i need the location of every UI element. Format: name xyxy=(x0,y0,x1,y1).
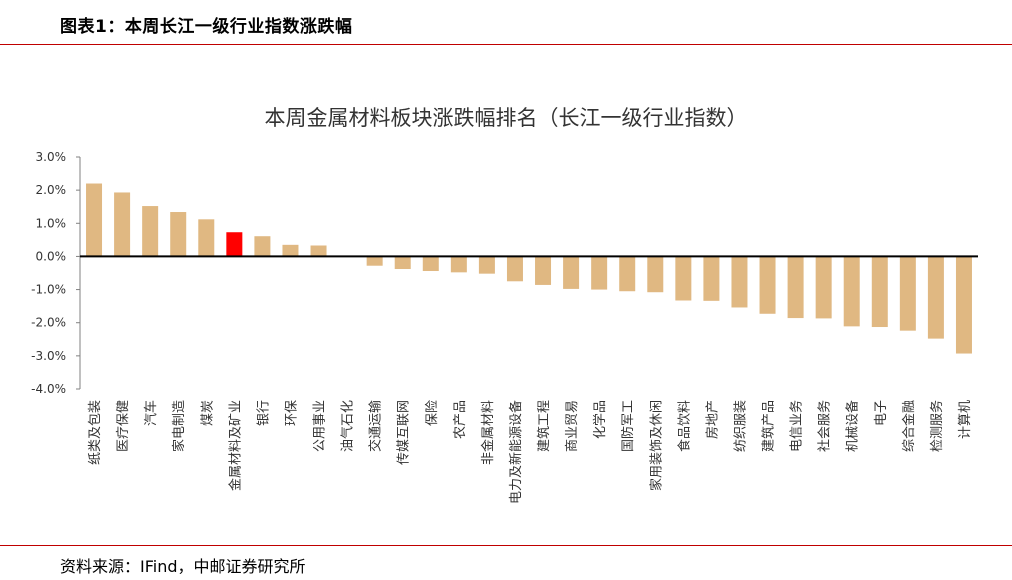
bar xyxy=(506,256,523,282)
x-tick-label: 计算机 xyxy=(958,400,973,439)
bar xyxy=(759,256,776,314)
y-tick-label: 0.0% xyxy=(36,249,67,263)
bar xyxy=(170,212,187,257)
x-tick-label: 交通运输 xyxy=(368,400,384,452)
x-tick-label: 检测服务 xyxy=(929,400,945,452)
bar xyxy=(422,256,439,272)
bar xyxy=(591,256,608,290)
x-tick-label: 煤炭 xyxy=(200,400,215,426)
bar xyxy=(647,256,664,293)
bar xyxy=(815,256,832,319)
bar xyxy=(843,256,860,327)
bar xyxy=(226,232,243,257)
bar xyxy=(675,256,692,301)
bar-chart: 本周金属材料板块涨跌幅排名（长江一级行业指数） 3.0% 2.0% 1.0% 0.0%… xyxy=(31,106,978,504)
x-tick-label: 电信业务 xyxy=(789,400,805,452)
bar xyxy=(254,236,271,257)
bar xyxy=(955,256,972,354)
top-rule xyxy=(0,44,1012,45)
x-tick-label: 社会服务 xyxy=(817,400,833,452)
x-tick-label: 农产品 xyxy=(453,400,468,439)
x-tick-label: 纺织服装 xyxy=(733,400,748,452)
x-tick-label: 非金属材料 xyxy=(480,400,496,465)
x-tick-label: 家用装饰及休闲 xyxy=(648,400,664,491)
x-tick-label: 机械设备 xyxy=(845,400,861,452)
bar xyxy=(787,256,804,319)
x-axis-labels: 纸类及包装 医疗保健 汽车 家电制造 煤炭 金属材料及矿业 银行 环保 公用事业 油气石化 交通运输… xyxy=(88,400,973,504)
y-tick-label: -1.0% xyxy=(31,283,66,297)
bar xyxy=(871,256,888,328)
y-tick-label: -3.0% xyxy=(31,349,66,363)
x-tick-label: 传媒互联网 xyxy=(397,400,412,465)
bar xyxy=(198,219,215,257)
x-tick-label: 建筑产品 xyxy=(761,400,777,452)
bar xyxy=(478,256,495,274)
x-tick-label: 建筑工程 xyxy=(536,400,552,452)
bar xyxy=(282,244,299,257)
bar xyxy=(731,256,748,308)
y-tick-label: 1.0% xyxy=(36,216,67,230)
bar xyxy=(619,256,636,292)
y-tick-label: 2.0% xyxy=(36,183,67,197)
chart-title: 本周金属材料板块涨跌幅排名（长江一级行业指数） xyxy=(265,106,748,130)
bar xyxy=(535,256,552,285)
x-tick-label: 公用事业 xyxy=(313,400,328,452)
x-tick-label: 家电制造 xyxy=(171,400,187,452)
bar xyxy=(563,256,580,289)
x-tick-label: 银行 xyxy=(256,400,271,426)
bar xyxy=(927,256,944,339)
figure-header: 图表1：本周长江一级行业指数涨跌幅 xyxy=(0,0,1012,46)
bar xyxy=(366,256,383,266)
y-tick-label: -2.0% xyxy=(31,316,66,330)
x-tick-label: 化学品 xyxy=(592,400,608,439)
bar xyxy=(703,256,720,301)
x-tick-label: 综合金融 xyxy=(901,400,917,452)
x-tick-label: 金属材料及矿业 xyxy=(227,400,243,491)
bar xyxy=(450,256,467,273)
x-tick-label: 纸类及包装 xyxy=(88,400,103,465)
source-note: 资料来源：IFind，中邮证券研究所 xyxy=(60,557,306,576)
x-tick-label: 医疗保健 xyxy=(116,400,131,452)
bar xyxy=(142,206,159,257)
bar xyxy=(114,192,131,257)
figure-title: 图表1：本周长江一级行业指数涨跌幅 xyxy=(60,17,353,37)
bar xyxy=(86,183,103,257)
x-tick-label: 油气石化 xyxy=(340,400,356,452)
x-tick-label: 房地产 xyxy=(704,400,720,439)
x-tick-label: 电力及新能源设备 xyxy=(508,400,524,504)
x-tick-label: 汽车 xyxy=(143,400,159,426)
bar xyxy=(310,245,327,257)
x-tick-label: 保险 xyxy=(425,400,440,426)
bottom-rule xyxy=(0,545,1012,546)
x-tick-label: 环保 xyxy=(284,400,299,426)
x-tick-label: 国防军工 xyxy=(620,400,636,452)
x-tick-label: 食品饮料 xyxy=(676,400,692,452)
y-tick-label: 3.0% xyxy=(36,150,67,164)
bars-group xyxy=(80,183,978,354)
y-axis: 3.0% 2.0% 1.0% 0.0% -1.0% -2.0% -3.0% -4.0% xyxy=(31,150,81,396)
x-tick-label: 电子 xyxy=(874,400,889,426)
x-tick-label: 商业贸易 xyxy=(565,400,580,452)
bar xyxy=(394,256,411,270)
bar xyxy=(899,256,916,331)
y-tick-label: -4.0% xyxy=(31,382,66,396)
